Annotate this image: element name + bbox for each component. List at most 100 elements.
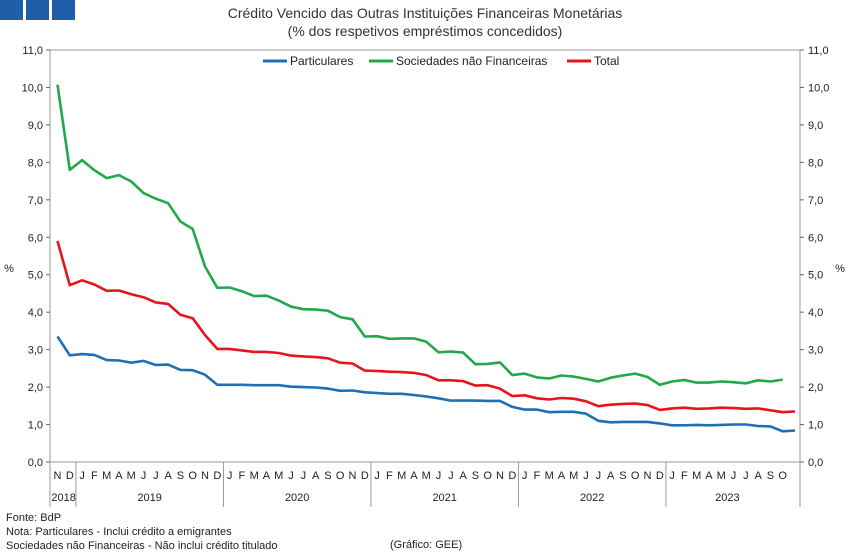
series-line-particulares — [56, 335, 796, 433]
x-month-label: D — [508, 470, 516, 482]
y-tick-label-left: 6,0 — [28, 232, 43, 244]
x-year-label: 2019 — [137, 492, 161, 504]
x-month-label: J — [141, 470, 147, 482]
chart-title-line2: (% dos respetivos empréstimos concedidos… — [287, 23, 563, 39]
series-lines — [56, 84, 796, 433]
series-line-total — [56, 240, 796, 414]
footnote-particulares: Nota: Particulares - Inclui crédito a em… — [6, 526, 232, 538]
x-month-label: D — [656, 470, 664, 482]
y-tick-label-left: 10,0 — [22, 82, 43, 94]
x-month-label: J — [436, 470, 442, 482]
brand-square-2 — [26, 0, 49, 20]
x-month-label: J — [227, 470, 233, 482]
x-month-label: O — [631, 470, 640, 482]
x-month-label: S — [619, 470, 626, 482]
axes: 0,0 0,0 1,0 1,0 2,0 2,0 3,0 3,0 4,0 4,0 5,0 5,0 6,0 6… — [4, 45, 845, 507]
y-axis-label-right: % — [835, 263, 845, 275]
brand-square-3 — [52, 0, 75, 20]
x-month-label: S — [472, 470, 479, 482]
legend: Particulares Sociedades não Financeiras To… — [263, 54, 619, 68]
plot-frame — [49, 49, 801, 463]
y-tick-label-right: 5,0 — [808, 270, 823, 282]
x-month-label: F — [534, 470, 541, 482]
series-line-sociedades-n-o-financeiras — [56, 84, 783, 387]
x-month-label: A — [410, 470, 418, 482]
y-tick-label-right: 7,0 — [808, 195, 823, 207]
x-month-label: F — [239, 470, 246, 482]
y-tick-label-right: 11,0 — [808, 45, 829, 57]
x-month-label: M — [274, 470, 283, 482]
y-tick-label-left: 5,0 — [28, 270, 43, 282]
y-tick-label-right: 4,0 — [808, 307, 823, 319]
x-month-label: A — [164, 470, 172, 482]
x-year-label: 2018 — [51, 492, 75, 504]
x-month-label: J — [374, 470, 380, 482]
y-tick-label-left: 1,0 — [28, 420, 43, 432]
source-note: Fonte: BdP — [6, 512, 62, 524]
x-month-label: D — [213, 470, 221, 482]
y-tick-label-left: 7,0 — [28, 195, 43, 207]
x-month-label: M — [250, 470, 259, 482]
x-month-label: D — [361, 470, 369, 482]
x-year-label: 2020 — [285, 492, 309, 504]
x-month-label: N — [349, 470, 357, 482]
chart-title-line1: Crédito Vencido das Outras Instituições … — [227, 5, 623, 21]
x-month-label: J — [79, 470, 85, 482]
x-month-label: M — [102, 470, 111, 482]
x-month-label: O — [336, 470, 345, 482]
x-month-label: J — [596, 470, 602, 482]
y-tick-label-right: 1,0 — [808, 420, 823, 432]
y-tick-label-left: 11,0 — [22, 45, 43, 57]
x-month-label: S — [767, 470, 774, 482]
y-tick-label-left: 2,0 — [28, 382, 43, 394]
y-tick-label-left: 0,0 — [28, 457, 43, 469]
x-month-label: D — [66, 470, 74, 482]
x-month-label: A — [558, 470, 566, 482]
x-month-label: A — [263, 470, 271, 482]
x-month-label: O — [483, 470, 492, 482]
x-year-label: 2022 — [580, 492, 604, 504]
x-month-label: J — [669, 470, 675, 482]
y-tick-label-right: 9,0 — [808, 120, 823, 132]
y-tick-label-left: 3,0 — [28, 345, 43, 357]
x-month-label: J — [153, 470, 159, 482]
footnote-sociedades: Sociedades não Financeiras - Não inclui … — [6, 540, 278, 552]
y-tick-label-right: 2,0 — [808, 382, 823, 394]
y-tick-label-right: 6,0 — [808, 232, 823, 244]
x-month-label: J — [448, 470, 454, 482]
line-chart: 0,0 0,0 1,0 1,0 2,0 2,0 3,0 3,0 4,0 4,0 5,0 5,0 6,0 6… — [4, 45, 845, 507]
x-month-label: A — [607, 470, 615, 482]
x-month-label: M — [127, 470, 136, 482]
x-month-label: A — [312, 470, 320, 482]
x-month-label: N — [54, 470, 62, 482]
y-axis-label-left: % — [4, 263, 14, 275]
x-month-label: N — [644, 470, 652, 482]
legend-label: Total — [594, 54, 619, 68]
x-month-label: J — [583, 470, 589, 482]
x-month-label: N — [496, 470, 504, 482]
x-month-label: J — [288, 470, 294, 482]
y-tick-label-right: 10,0 — [808, 82, 829, 94]
y-tick-label-left: 4,0 — [28, 307, 43, 319]
y-tick-label-left: 8,0 — [28, 157, 43, 169]
brand-square-1 — [0, 0, 23, 20]
chart-credit: (Gráfico: GEE) — [390, 539, 463, 551]
x-month-label: A — [459, 470, 467, 482]
y-tick-label-right: 3,0 — [808, 345, 823, 357]
x-month-label: M — [717, 470, 726, 482]
y-tick-label-right: 0,0 — [808, 457, 823, 469]
x-month-label: A — [754, 470, 762, 482]
legend-label: Particulares — [290, 54, 353, 68]
x-month-label: M — [422, 470, 431, 482]
x-month-label: O — [778, 470, 787, 482]
x-month-label: S — [324, 470, 331, 482]
x-year-label: 2021 — [432, 492, 456, 504]
x-month-label: A — [705, 470, 713, 482]
x-month-label: M — [545, 470, 554, 482]
x-month-label: F — [681, 470, 688, 482]
x-month-label: M — [397, 470, 406, 482]
x-year-label: 2023 — [715, 492, 739, 504]
y-tick-label-right: 8,0 — [808, 157, 823, 169]
x-month-label: A — [115, 470, 123, 482]
x-month-label: J — [522, 470, 528, 482]
